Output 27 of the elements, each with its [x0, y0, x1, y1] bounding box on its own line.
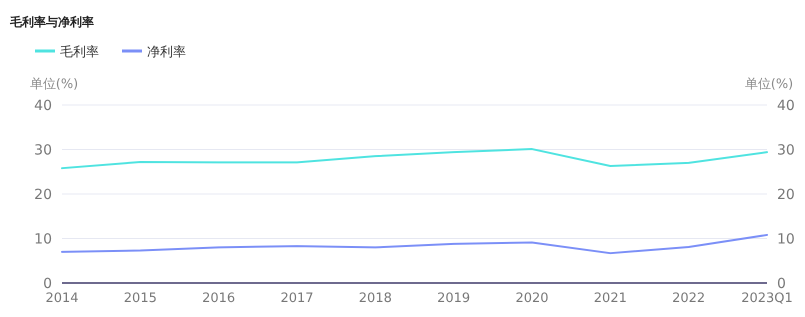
- y2-tick-label: 40: [777, 98, 795, 114]
- x-tick-label: 2021: [594, 291, 627, 306]
- line-series: [61, 148, 768, 170]
- x-tick-label: 2022: [672, 291, 706, 306]
- x-tick-label: 2023Q1: [741, 291, 793, 306]
- y2-tick-label: 30: [777, 142, 795, 158]
- legend-label: 净利率: [147, 44, 186, 60]
- y-tick-label: 10: [34, 232, 52, 248]
- legend-label: 毛利率: [60, 44, 99, 60]
- x-tick-label: 2014: [45, 291, 79, 306]
- x-tick-label: 2020: [515, 291, 549, 306]
- x-tick-label: 2019: [437, 291, 470, 306]
- y2-tick-label: 0: [777, 276, 786, 292]
- line-series: [61, 234, 768, 254]
- y-axis-title: 单位(%): [30, 77, 78, 92]
- y-tick-label: 20: [34, 187, 52, 203]
- x-tick-label: 2016: [202, 291, 236, 306]
- x-tick-label: 2015: [124, 291, 157, 306]
- x-tick-label: 2017: [280, 291, 314, 306]
- y-tick-label: 30: [34, 142, 52, 158]
- y2-tick-label: 10: [777, 232, 795, 248]
- chart-title: 毛利率与净利率: [9, 15, 94, 29]
- y-tick-label: 0: [43, 276, 52, 292]
- y2-tick-label: 20: [777, 187, 795, 203]
- x-tick-label: 2018: [358, 291, 392, 306]
- y-tick-label: 40: [34, 98, 52, 114]
- y2-axis-title: 单位(%): [744, 77, 794, 92]
